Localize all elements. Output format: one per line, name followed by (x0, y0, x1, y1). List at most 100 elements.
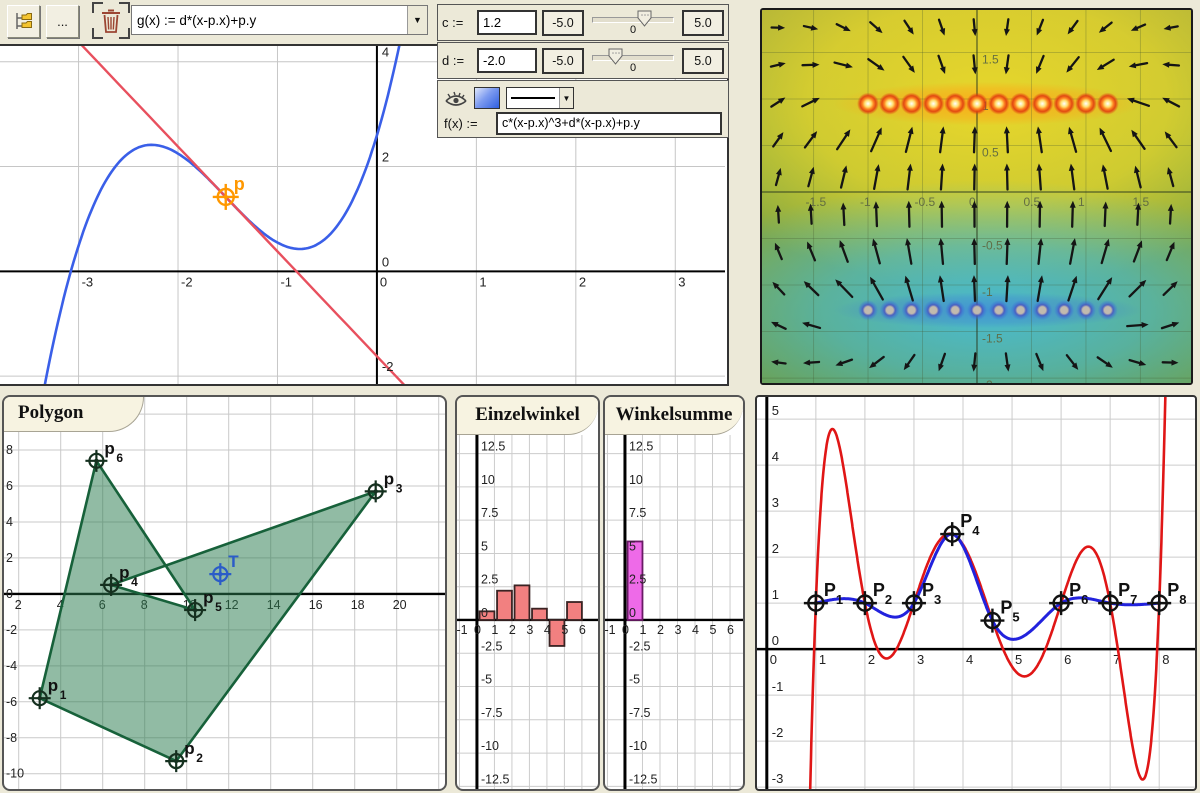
svg-text:-6: -6 (6, 695, 17, 709)
point-p2[interactable] (165, 750, 188, 773)
cold-charge-dot[interactable] (879, 300, 900, 321)
point-label-subscript: 1 (836, 592, 843, 607)
more-options-button[interactable]: ... (46, 5, 79, 38)
cold-charge-dot[interactable] (1032, 300, 1053, 321)
slider-thumb[interactable] (637, 10, 652, 27)
param-c-input[interactable] (477, 10, 537, 35)
hot-charge-dot[interactable] (1074, 92, 1097, 115)
hot-charge-dot[interactable] (1031, 92, 1054, 115)
cold-charge-dot[interactable] (858, 300, 879, 321)
cold-charge-dot[interactable] (966, 300, 987, 321)
slider-track[interactable] (592, 16, 674, 23)
cold-charge-dot[interactable] (1054, 300, 1075, 321)
svg-text:2: 2 (657, 623, 664, 637)
svg-text:-1.5: -1.5 (806, 195, 827, 209)
hot-charge-dot[interactable] (878, 92, 901, 115)
svg-text:0: 0 (481, 606, 488, 620)
cold-charge-dot[interactable] (923, 300, 944, 321)
hot-charge-dot[interactable] (900, 92, 923, 115)
winkelsumme-panel-title: Winkelsumme (605, 397, 743, 435)
param-d-min: -5.0 (542, 47, 584, 74)
point-p[interactable] (212, 183, 239, 210)
svg-text:-0.5: -0.5 (915, 195, 936, 209)
point-P2[interactable] (852, 591, 877, 616)
hot-charge-dot[interactable] (944, 92, 967, 115)
param-d-input[interactable] (477, 48, 537, 73)
polygon-panel-title: Polygon (4, 397, 144, 432)
svg-text:3: 3 (772, 495, 779, 510)
point-p1[interactable] (28, 687, 51, 710)
visibility-eye-icon[interactable] (444, 89, 468, 107)
svg-text:-1: -1 (772, 679, 784, 694)
color-swatch[interactable] (474, 87, 500, 109)
point-label-subscript: 3 (396, 481, 403, 495)
cold-charge-dot[interactable] (901, 300, 922, 321)
point-P1[interactable] (803, 591, 828, 616)
function-selector-value[interactable] (132, 6, 407, 34)
point-P7[interactable] (1098, 591, 1123, 616)
hot-charge-dot[interactable] (857, 92, 880, 115)
point-label: P (873, 580, 885, 600)
slider-thumb[interactable] (608, 48, 623, 65)
point-p3[interactable] (364, 480, 387, 503)
winkelsumme-canvas[interactable]: -1 0 1 2 3 4 5 612.5107.552.50-2.5-5-7.5-10-12.… (605, 435, 743, 789)
einzelwinkel-panel: Einzelwinkel -1 0 1 2 3 4 5 6 12.5 10 7.5 5 2.5 0 -2.5… (455, 395, 600, 791)
chevron-down-icon[interactable]: ▼ (559, 88, 573, 108)
svg-text:-5: -5 (481, 673, 492, 687)
line-style-select[interactable]: ▼ (506, 87, 574, 109)
delete-drop-zone[interactable] (92, 2, 130, 39)
vector-field-panel: -2-1.5-1-0.500.511.51.510.5-0.5-1-1.5-2 (760, 8, 1193, 385)
svg-text:12.5: 12.5 (481, 440, 505, 454)
svg-text:3: 3 (526, 623, 533, 637)
param-c-slider[interactable]: 0 (589, 7, 677, 39)
point-P4[interactable] (940, 522, 965, 547)
svg-text:-2: -2 (181, 274, 193, 289)
point-p4[interactable] (100, 573, 123, 596)
point-label-subscript: 3 (934, 592, 941, 607)
point-label: T (228, 552, 239, 571)
svg-text:0: 0 (474, 623, 481, 637)
svg-text:-3: -3 (772, 771, 784, 786)
svg-text:-4: -4 (6, 659, 17, 673)
chevron-down-icon[interactable]: ▼ (407, 6, 427, 34)
hot-charge-dot[interactable] (922, 92, 945, 115)
svg-text:-10: -10 (481, 739, 499, 753)
hot-charge-dot[interactable] (1096, 92, 1119, 115)
svg-text:2: 2 (15, 598, 22, 612)
svg-text:20: 20 (393, 598, 407, 612)
svg-text:-1: -1 (860, 195, 871, 209)
svg-text:2: 2 (579, 274, 586, 289)
cold-charge-dot[interactable] (945, 300, 966, 321)
point-p6[interactable] (85, 449, 108, 472)
svg-text:-7.5: -7.5 (481, 706, 503, 720)
svg-text:-5: -5 (629, 673, 640, 687)
fx-input[interactable] (496, 111, 722, 135)
point-P5[interactable] (980, 608, 1005, 633)
cold-charge-dot[interactable] (1097, 300, 1118, 321)
point-P8[interactable] (1147, 591, 1172, 616)
point-p5[interactable] (184, 599, 207, 622)
function-selector[interactable]: ▼ (131, 5, 428, 35)
svg-text:10: 10 (481, 473, 495, 487)
polygon-canvas[interactable]: 246810121416182086420-2-4-6-8-10p1p2p3p4… (4, 397, 445, 789)
hot-charge-dot[interactable] (1053, 92, 1076, 115)
param-d-slider[interactable]: 0 (589, 45, 677, 77)
point-P6[interactable] (1049, 591, 1074, 616)
cold-charge-dot[interactable] (1010, 300, 1031, 321)
point-P3[interactable] (901, 591, 926, 616)
hot-charge-dot[interactable] (1009, 92, 1032, 115)
cold-charge-dot[interactable] (1075, 300, 1096, 321)
point-label: p (234, 174, 245, 194)
hot-charge-dot[interactable] (987, 92, 1010, 115)
function-tree-button[interactable] (7, 5, 40, 38)
vector-field-canvas[interactable]: -2-1.5-1-0.500.511.51.510.5-0.5-1-1.5-2 (762, 10, 1191, 383)
einzelwinkel-canvas[interactable]: -1 0 1 2 3 4 5 612.5107.552.50-2.5-5-7.5-10-12.… (457, 435, 598, 789)
function-plot-canvas[interactable]: -3 -2 -1 0 1 2 3 4 2 0 -2 p (0, 46, 725, 384)
point-t[interactable] (209, 563, 232, 586)
polygon-shape[interactable] (38, 459, 377, 763)
slider-track[interactable] (592, 54, 674, 61)
param-c-row: c := -5.0 0 5.0 (437, 4, 729, 41)
cold-charge-dot[interactable] (988, 300, 1009, 321)
hot-charge-dot[interactable] (965, 92, 988, 115)
